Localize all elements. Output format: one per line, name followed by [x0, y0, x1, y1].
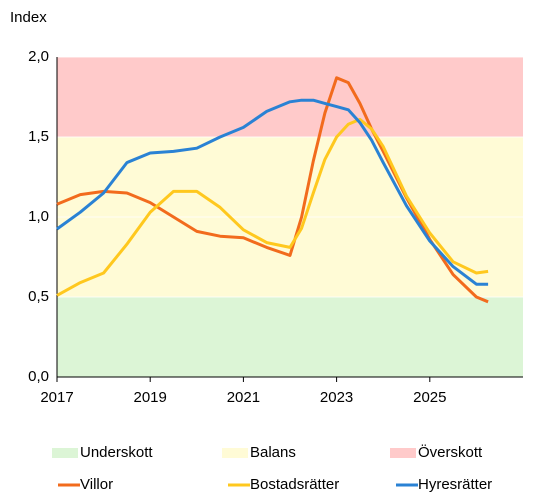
- series-line: [56, 117, 489, 297]
- x-tick-label: 2023: [320, 389, 353, 406]
- legend-swatch: [222, 448, 248, 458]
- y-tick-label: 2,0: [28, 48, 49, 65]
- y-tick-label: 0,5: [28, 288, 49, 305]
- y-axis-label: Index: [10, 9, 47, 26]
- y-tick-label: 0,0: [28, 368, 49, 385]
- x-tick-label: 2017: [40, 389, 73, 406]
- band: [57, 297, 523, 377]
- band: [57, 57, 523, 137]
- x-tick-label: 2021: [227, 389, 260, 406]
- legend-label: Balans: [250, 444, 296, 461]
- legend-label: Bostadsrätter: [250, 476, 339, 493]
- y-tick-label: 1,5: [28, 128, 49, 145]
- x-tick-label: 2025: [413, 389, 446, 406]
- legend-label: Hyresrätter: [418, 476, 492, 493]
- y-tick-label: 1,0: [28, 208, 49, 225]
- legend-label: Överskott: [418, 443, 483, 461]
- x-tick-label: 2019: [134, 389, 167, 406]
- legend-label: Underskott: [80, 444, 153, 461]
- legend-swatch: [52, 448, 78, 458]
- series-line: [56, 98, 489, 286]
- legend-label: Villor: [80, 476, 113, 493]
- legend-swatch: [390, 448, 416, 458]
